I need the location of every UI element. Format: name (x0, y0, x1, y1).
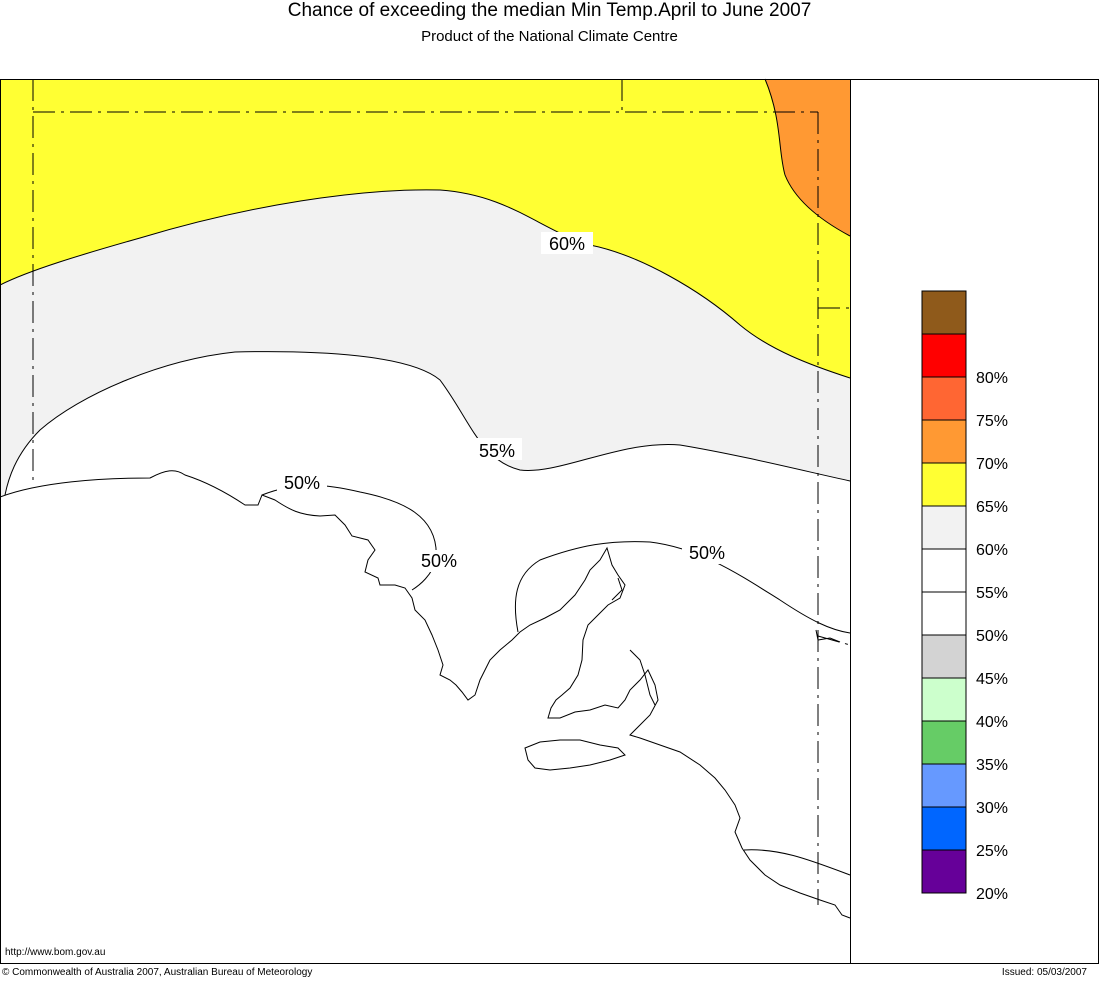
legend-swatch (921, 290, 967, 335)
contour-label-50-central: 50% (421, 551, 457, 571)
zone-65-70 (765, 79, 850, 236)
legend-swatch (921, 677, 967, 722)
contour-label-60: 60% (549, 234, 585, 254)
legend-swatch (921, 505, 967, 550)
legend-label: 75% (976, 413, 1008, 430)
region-boundaries (32, 79, 851, 905)
legend-swatch (921, 806, 967, 851)
coastline (0, 470, 851, 919)
legend-label: 45% (976, 671, 1008, 688)
source-url: http://www.bom.gov.au (5, 947, 106, 958)
zone-60-65 (0, 79, 850, 378)
legend-label: 35% (976, 757, 1008, 774)
legend-label: 40% (976, 714, 1008, 731)
legend-label: 80% (976, 370, 1008, 387)
legend-swatch (921, 634, 967, 679)
legend-swatch (921, 462, 967, 507)
legend-label: 30% (976, 800, 1008, 817)
contour-label-55: 55% (479, 441, 515, 461)
copyright-text: © Commonwealth of Australia 2007, Austra… (2, 967, 313, 978)
legend-label: 65% (976, 499, 1008, 516)
map-title: Chance of exceeding the median Min Temp.… (287, 0, 812, 21)
legend-label: 55% (976, 585, 1008, 602)
contour-label-50-east: 50% (689, 543, 725, 563)
legend: 80% 75% 70% 65% 60% 55% 50% 45% 40% 35% 30% 25% 20% (921, 290, 1008, 903)
legend-swatch (921, 849, 967, 894)
legend-swatch (921, 548, 967, 593)
contour-label-50-west: 50% (284, 473, 320, 493)
legend-swatch (921, 591, 967, 636)
zone-55-60 (0, 189, 850, 497)
map-subtitle: Product of the National Climate Centre (421, 28, 678, 45)
issued-date: Issued: 05/03/2007 (1001, 967, 1087, 978)
legend-swatch (921, 720, 967, 765)
legend-swatch (921, 763, 967, 808)
legend-swatch (921, 376, 967, 421)
legend-label: 25% (976, 843, 1008, 860)
legend-swatch (921, 333, 967, 378)
legend-label: 20% (976, 886, 1008, 903)
legend-label: 70% (976, 456, 1008, 473)
contour-label-group: 60% 55% 50% 50% 50% (277, 232, 732, 572)
legend-label: 60% (976, 542, 1008, 559)
legend-swatch (921, 419, 967, 464)
map-area: 60% 55% 50% 50% 50% (0, 78, 851, 963)
legend-label: 50% (976, 628, 1008, 645)
